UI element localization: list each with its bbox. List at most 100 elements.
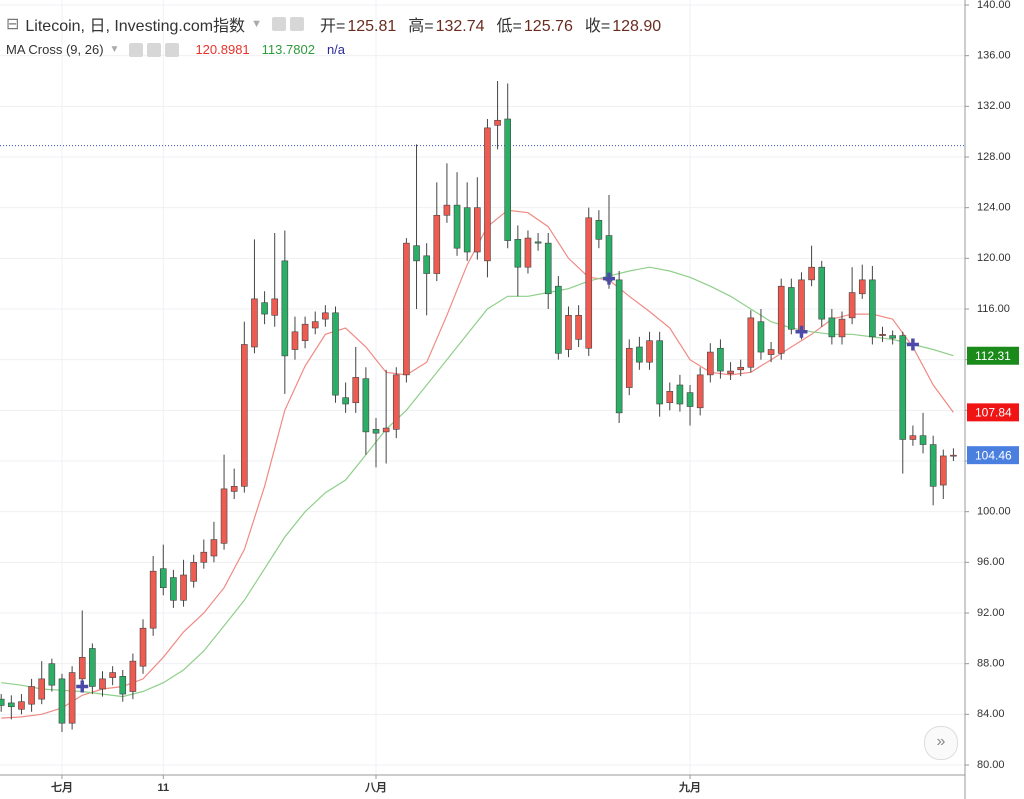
y-tick-label: 88.00 [977, 658, 1005, 670]
candle-body [950, 454, 957, 457]
candle-body [311, 321, 319, 329]
candle-body [159, 568, 167, 588]
candle-body [575, 315, 582, 340]
y-tick-label: 80.00 [977, 759, 1005, 771]
cross-marker [906, 338, 919, 351]
candle-body [78, 657, 86, 680]
candle [241, 321, 248, 493]
candle [301, 316, 309, 349]
price-tag [967, 346, 1019, 365]
candle [625, 339, 633, 396]
candle [443, 163, 451, 223]
candle-body [585, 217, 593, 349]
candle-body [828, 317, 836, 338]
dropdown[interactable]: ▼ [109, 44, 120, 55]
candle [352, 347, 360, 413]
candle-body [48, 663, 56, 686]
ohlc-value: 128.90 [612, 18, 662, 35]
candle-body [58, 678, 66, 724]
candle [950, 448, 957, 461]
candle [656, 331, 663, 417]
candle [190, 554, 197, 588]
ohlc-label: 开= [319, 18, 346, 35]
price-tag-label: 107.84 [975, 406, 1012, 420]
candle-body [342, 397, 349, 405]
candle-body [474, 207, 481, 253]
candle [220, 454, 228, 550]
candle-body [798, 279, 805, 333]
candle [929, 435, 937, 506]
candle [757, 309, 765, 360]
candle [879, 326, 886, 342]
candle-body [149, 570, 157, 629]
header: ⊟ Litecoin, 日, Investing.com指数 ▼ 开= 125.8… [6, 12, 661, 36]
candle-body [291, 331, 299, 350]
price-tag [967, 403, 1019, 422]
candle [919, 412, 927, 454]
ohlc-label: 收= [584, 18, 611, 35]
candle [382, 369, 390, 464]
candle-body [170, 577, 177, 601]
candle [666, 382, 674, 411]
candle-body [848, 292, 856, 319]
y-tick-label: 120.00 [977, 252, 1011, 264]
candle-body [737, 366, 744, 371]
indicator-value: 113.7802 [261, 42, 315, 57]
ohlc-value: 125.76 [523, 18, 573, 35]
candle [858, 264, 866, 299]
scroll-button[interactable]: » [924, 726, 958, 760]
icon[interactable] [165, 42, 180, 57]
candle [372, 417, 380, 468]
candle [433, 182, 441, 282]
candle [838, 311, 846, 345]
candle [636, 336, 643, 370]
candle-body [544, 242, 552, 295]
candle-body [666, 391, 674, 404]
candle-body [28, 686, 35, 705]
price-tag-label: 112.31 [975, 349, 1011, 363]
candle-body [200, 551, 208, 563]
candle [686, 385, 694, 426]
candle-body [453, 204, 461, 249]
collapse-icon[interactable]: ⊟ [6, 16, 20, 33]
candle [676, 374, 684, 412]
candle-body [0, 698, 5, 706]
candle-body [534, 241, 542, 244]
candle [717, 339, 724, 379]
candle-body [595, 220, 603, 240]
icon[interactable] [129, 42, 144, 57]
candle-body [322, 312, 329, 320]
candle-body [423, 255, 430, 274]
candle [0, 694, 5, 712]
candle [524, 230, 532, 274]
candle [38, 661, 46, 705]
cross-marker [76, 680, 89, 693]
candle [210, 521, 218, 563]
icon[interactable] [271, 17, 286, 31]
x-tick-label: 七月 [51, 780, 73, 794]
candle-body [869, 279, 876, 338]
candle-body [8, 702, 15, 708]
x-tick-label: 九月 [678, 780, 701, 794]
candle [939, 449, 947, 499]
candle-body [636, 346, 643, 363]
icon[interactable] [147, 42, 162, 57]
candle [170, 569, 177, 608]
candle [99, 671, 106, 697]
candle [89, 643, 96, 695]
candle [747, 310, 755, 373]
candle [737, 359, 744, 377]
candle [544, 233, 552, 309]
dropdown[interactable]: ▼ [251, 18, 262, 30]
candle-body [696, 374, 704, 409]
candle [159, 544, 167, 596]
candle-body [919, 435, 927, 445]
cross-marker [795, 325, 808, 338]
icon[interactable] [289, 17, 304, 31]
candle [889, 330, 896, 345]
y-tick-label: 92.00 [977, 607, 1005, 619]
candle-body [676, 384, 684, 405]
candle-body [251, 298, 258, 348]
candle-body [68, 672, 76, 724]
y-tick-label: 136.00 [977, 50, 1011, 62]
